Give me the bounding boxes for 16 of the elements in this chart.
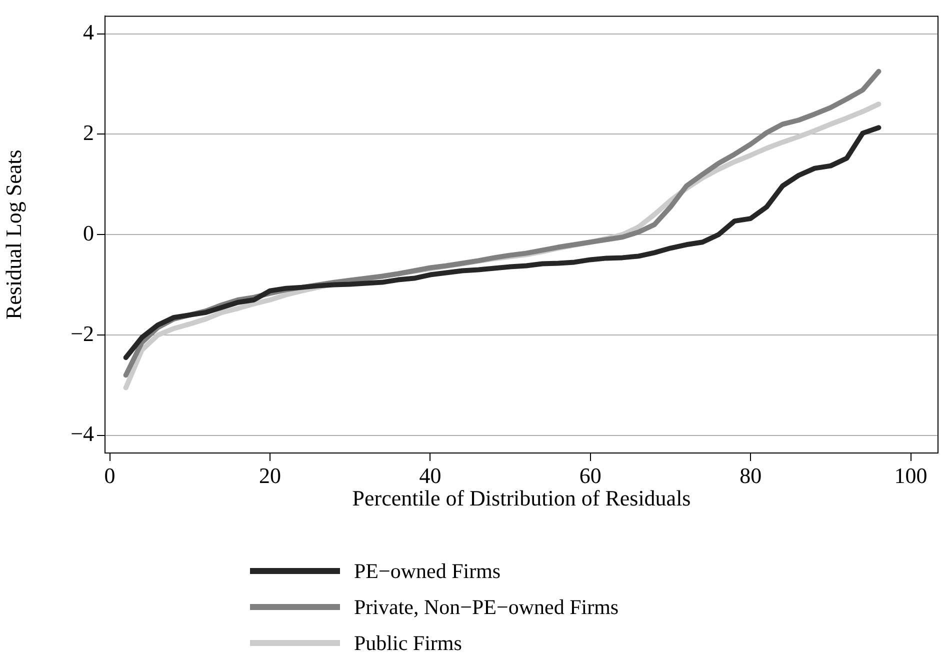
y-tick-label: 0 bbox=[83, 220, 94, 246]
y-axis-title: Residual Log Seats bbox=[0, 150, 26, 320]
y-tick-label: −2 bbox=[70, 320, 94, 346]
y-tick-label: −4 bbox=[70, 421, 94, 446]
y-tick-label: 2 bbox=[83, 120, 94, 145]
x-tick-label: 80 bbox=[740, 462, 762, 488]
x-tick-label: 0 bbox=[104, 462, 116, 488]
x-tick-label: 20 bbox=[259, 462, 281, 488]
y-tick-label: 4 bbox=[83, 20, 94, 45]
legend-label: Public Firms bbox=[354, 630, 462, 656]
x-tick-label: 60 bbox=[579, 462, 602, 488]
legend-label: Private, Non−PE−owned Firms bbox=[354, 594, 619, 620]
legend-label: PE−owned Firms bbox=[354, 558, 501, 584]
x-axis-title: Percentile of Distribution of Residuals bbox=[352, 486, 691, 511]
x-tick-label: 40 bbox=[419, 462, 442, 488]
x-tick-label: 100 bbox=[894, 462, 928, 488]
